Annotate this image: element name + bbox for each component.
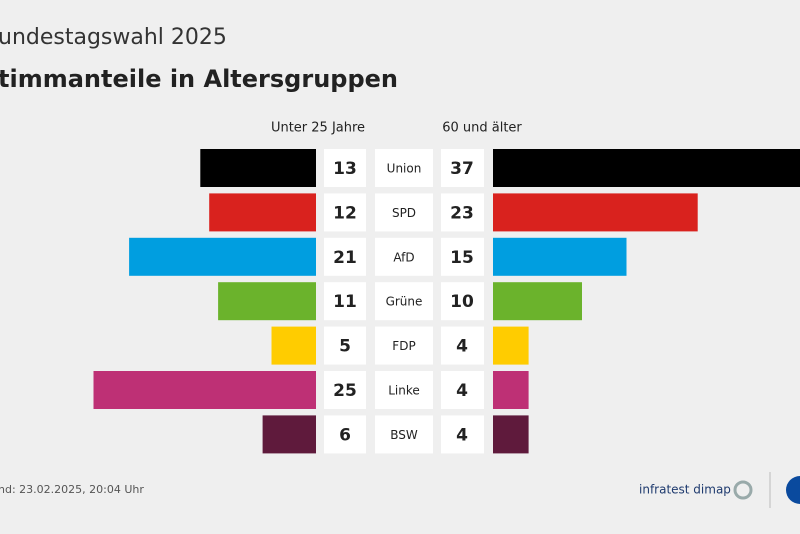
category-label: AfD	[393, 250, 414, 264]
legend-right: 60 und älter	[442, 121, 522, 136]
value-box	[441, 193, 484, 232]
value-box	[324, 326, 366, 365]
value-label: 37	[450, 159, 474, 179]
value-label: 10	[450, 292, 474, 312]
value-label: 25	[333, 381, 357, 401]
value-box	[441, 237, 484, 276]
category-box	[375, 415, 433, 454]
category-box	[375, 282, 433, 321]
value-label: 12	[333, 203, 357, 223]
value-box	[324, 149, 366, 187]
bar-left	[218, 282, 316, 321]
bar-left	[93, 371, 316, 409]
category-box	[375, 371, 433, 409]
category-label: Union	[387, 162, 422, 176]
value-box	[441, 282, 484, 321]
value-label: 4	[456, 425, 468, 445]
bar-left	[200, 149, 316, 187]
value-label: 21	[333, 248, 357, 268]
category-box	[375, 237, 433, 276]
bar-right	[493, 193, 698, 232]
category-label: Linke	[388, 384, 420, 398]
value-label: 6	[339, 425, 351, 445]
bar-left	[209, 193, 316, 232]
value-box	[324, 193, 366, 232]
value-label: 15	[450, 248, 474, 268]
category-label: BSW	[390, 428, 418, 442]
chart-supertitle: undestagswahl 2025	[0, 25, 227, 50]
category-box	[375, 193, 433, 232]
chart-title: timmanteile in Altersgruppen	[0, 65, 398, 93]
value-label: 23	[450, 203, 474, 223]
value-box	[441, 326, 484, 365]
bar-right	[493, 415, 529, 454]
logo-icon	[733, 480, 753, 500]
broadcaster-logo	[786, 476, 800, 504]
value-box	[324, 371, 366, 409]
bar-right	[493, 149, 800, 187]
category-box	[375, 149, 433, 187]
value-label: 5	[339, 337, 351, 357]
category-box	[375, 326, 433, 365]
value-label: 4	[456, 337, 468, 357]
bar-left	[262, 415, 316, 454]
category-label: SPD	[392, 206, 416, 220]
category-label: FDP	[392, 339, 415, 353]
source-logo: infratest dimap	[639, 483, 731, 497]
value-box	[441, 149, 484, 187]
bar-left	[129, 237, 316, 276]
value-label: 4	[456, 381, 468, 401]
value-label: 13	[333, 159, 357, 179]
bar-right	[493, 371, 529, 409]
bar-right	[493, 237, 627, 276]
value-box	[441, 415, 484, 454]
value-box	[324, 415, 366, 454]
value-label: 11	[333, 292, 357, 312]
legend-left: Unter 25 Jahre	[271, 121, 365, 136]
value-box	[324, 282, 366, 321]
bar-right	[493, 326, 529, 365]
bar-right	[493, 282, 582, 321]
value-box	[324, 237, 366, 276]
footnote: nd: 23.02.2025, 20:04 Uhr	[0, 483, 144, 496]
value-box	[441, 371, 484, 409]
category-label: Grüne	[386, 295, 423, 309]
bar-left	[271, 326, 316, 365]
